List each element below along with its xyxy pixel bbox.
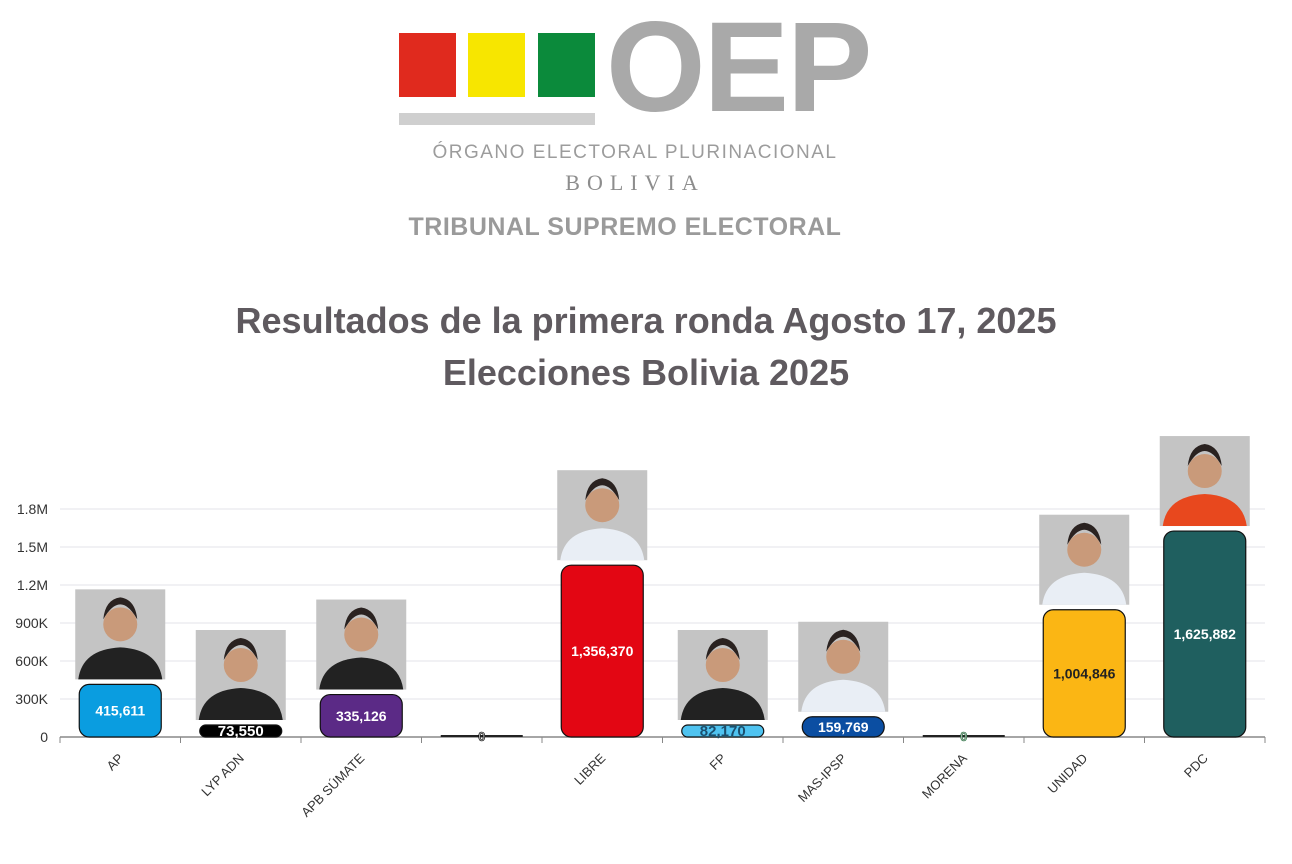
- candidate-body: [319, 657, 404, 690]
- logo-red-square: [399, 33, 456, 97]
- y-tick-label: 600K: [15, 653, 48, 669]
- candidate-hair: [826, 629, 861, 652]
- bar-value-label: 1,004,846: [1053, 665, 1115, 681]
- candidate-body: [1162, 494, 1247, 527]
- y-tick-label: 1.5M: [17, 539, 48, 555]
- candidate-hair: [1187, 444, 1222, 467]
- candidate-face: [344, 617, 379, 652]
- bar-value-label: 415,611: [95, 703, 145, 719]
- logo-yellow-square: [468, 33, 525, 97]
- bar-value-label: 335,126: [336, 708, 387, 724]
- candidate-hair: [344, 607, 379, 630]
- candidate-face: [826, 639, 861, 674]
- candidate-hair: [223, 638, 258, 660]
- candidate-body: [78, 647, 163, 680]
- y-tick-label: 1.8M: [17, 501, 48, 517]
- x-tick-label: PDC: [1181, 751, 1211, 781]
- y-tick-label: 1.2M: [17, 577, 48, 593]
- x-tick-label: LIBRE: [571, 750, 608, 787]
- bar: [681, 724, 765, 738]
- bar: [78, 683, 162, 738]
- candidate-body: [1042, 572, 1127, 605]
- candidate-hair: [103, 597, 138, 620]
- candidate-body: [560, 528, 645, 561]
- bar-value-label: 0: [960, 729, 967, 744]
- candidate-hair: [585, 478, 620, 501]
- bar: [1042, 609, 1126, 738]
- bar-value-label: 1,356,370: [571, 643, 633, 659]
- x-tick-label: MORENA: [919, 750, 970, 801]
- bar-value-label: 1,625,882: [1174, 626, 1236, 642]
- logo-tribunal: TRIBUNAL SUPREMO ELECTORAL: [408, 213, 842, 241]
- x-tick-label: MAS-IPSP: [795, 751, 850, 806]
- candidate-face: [103, 607, 138, 642]
- candidate-face: [1067, 532, 1102, 567]
- candidate-body: [680, 688, 765, 720]
- candidate-body: [198, 688, 283, 720]
- chart-title: Resultados de la primera ronda Agosto 17…: [235, 300, 1057, 341]
- bar: [1163, 530, 1247, 738]
- logo-bar: [399, 113, 595, 125]
- candidate-face: [705, 648, 740, 682]
- candidate-face: [585, 488, 620, 523]
- bar: [199, 724, 283, 738]
- logo-country: BOLIVIA: [565, 170, 705, 195]
- y-tick-label: 0: [40, 729, 48, 745]
- candidate-hair: [1067, 522, 1102, 545]
- bar-value-label: 73,550: [218, 723, 264, 740]
- logo-subtitle: ÓRGANO ELECTORAL PLURINACIONAL: [432, 142, 838, 163]
- bar-value-label: 0: [478, 729, 485, 744]
- bar-value-label: 159,769: [818, 719, 869, 735]
- chart-subtitle: Elecciones Bolivia 2025: [442, 352, 850, 393]
- candidate-hair: [705, 638, 740, 660]
- logo-text: OEP: [606, 0, 872, 139]
- bar: [560, 564, 644, 738]
- x-tick-label: UNIDAD: [1045, 751, 1091, 797]
- y-tick-label: 900K: [15, 615, 48, 631]
- x-tick-label: FP: [707, 751, 729, 773]
- candidate-face: [1187, 454, 1222, 489]
- x-tick-label: APB SÚMATE: [298, 750, 367, 819]
- candidate-face: [223, 648, 258, 682]
- bar: [319, 693, 403, 738]
- x-tick-label: AP: [104, 751, 127, 774]
- logo-green-square: [538, 33, 595, 97]
- bar: [801, 716, 885, 738]
- y-tick-label: 300K: [15, 691, 48, 707]
- bar-value-label: 82,170: [700, 723, 746, 740]
- x-tick-label: LYP ADN: [198, 751, 247, 800]
- candidate-body: [801, 679, 886, 712]
